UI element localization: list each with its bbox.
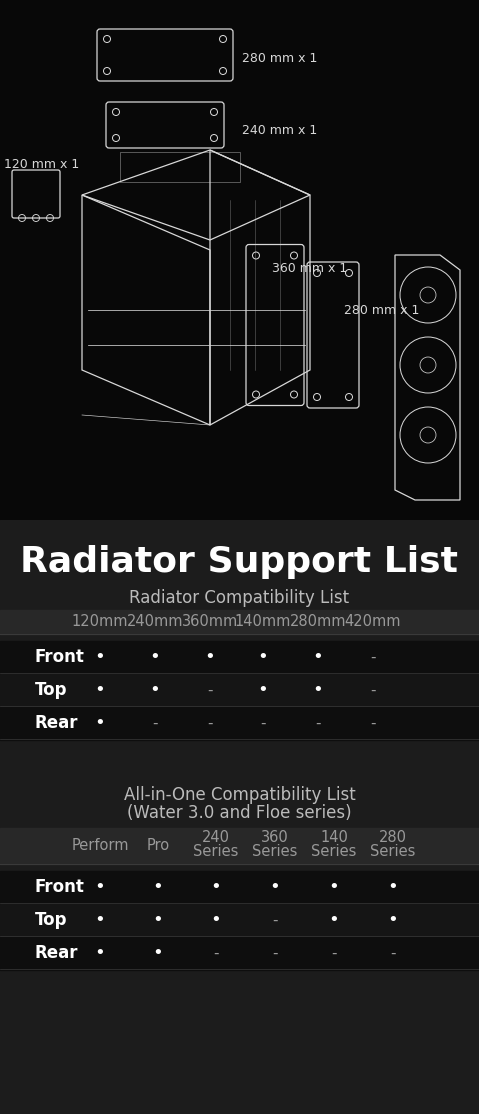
- Text: •: •: [205, 648, 216, 666]
- Text: -: -: [390, 946, 396, 960]
- Text: Top: Top: [35, 681, 68, 698]
- Text: •: •: [153, 911, 163, 929]
- Text: 120mm: 120mm: [72, 615, 128, 629]
- Bar: [0, 641, 479, 674]
- Text: Radiator Compatibility List: Radiator Compatibility List: [129, 589, 350, 607]
- Text: •: •: [95, 911, 105, 929]
- Text: Series: Series: [194, 844, 239, 860]
- Text: •: •: [95, 878, 105, 896]
- Text: •: •: [95, 648, 105, 666]
- Text: -: -: [331, 946, 337, 960]
- Text: -: -: [152, 715, 158, 731]
- Text: •: •: [153, 944, 163, 962]
- Text: 240 mm x 1: 240 mm x 1: [242, 124, 317, 137]
- Text: 140: 140: [320, 831, 348, 846]
- Text: -: -: [213, 946, 219, 960]
- Text: •: •: [329, 911, 340, 929]
- Text: All-in-One Compatibility List: All-in-One Compatibility List: [124, 786, 355, 804]
- Bar: [0, 871, 479, 903]
- Bar: [0, 707, 479, 740]
- Text: -: -: [207, 715, 213, 731]
- Text: •: •: [153, 878, 163, 896]
- Text: -: -: [272, 912, 278, 928]
- Text: 280 mm x 1: 280 mm x 1: [242, 51, 318, 65]
- Text: •: •: [95, 681, 105, 698]
- Text: -: -: [370, 649, 376, 664]
- Bar: [0, 610, 479, 634]
- Text: Radiator Support List: Radiator Support List: [21, 545, 458, 579]
- Text: •: •: [211, 911, 221, 929]
- Text: •: •: [258, 648, 268, 666]
- Text: •: •: [211, 878, 221, 896]
- Text: 420mm: 420mm: [345, 615, 401, 629]
- Text: Rear: Rear: [35, 944, 79, 962]
- Text: 280: 280: [379, 831, 407, 846]
- Text: 240mm: 240mm: [127, 615, 183, 629]
- Text: •: •: [388, 878, 399, 896]
- Text: Top: Top: [35, 911, 68, 929]
- Text: 240: 240: [202, 831, 230, 846]
- Text: 360: 360: [261, 831, 289, 846]
- Text: 280 mm x 1: 280 mm x 1: [344, 303, 420, 316]
- Text: •: •: [388, 911, 399, 929]
- Bar: [0, 828, 479, 864]
- Text: •: •: [313, 648, 323, 666]
- Text: -: -: [272, 946, 278, 960]
- Text: Series: Series: [370, 844, 416, 860]
- Text: •: •: [95, 944, 105, 962]
- Text: •: •: [313, 681, 323, 698]
- Text: 360mm: 360mm: [182, 615, 238, 629]
- Text: (Water 3.0 and Floe series): (Water 3.0 and Floe series): [127, 804, 352, 822]
- Text: -: -: [370, 683, 376, 697]
- Text: •: •: [258, 681, 268, 698]
- Bar: [120, 152, 240, 182]
- Text: •: •: [270, 878, 280, 896]
- Text: Series: Series: [252, 844, 297, 860]
- Text: Rear: Rear: [35, 714, 79, 732]
- Text: 360 mm x 1: 360 mm x 1: [272, 262, 347, 274]
- Text: -: -: [260, 715, 266, 731]
- Text: 140mm: 140mm: [235, 615, 291, 629]
- Text: •: •: [329, 878, 340, 896]
- Text: Perform: Perform: [71, 838, 129, 852]
- Text: 120 mm x 1: 120 mm x 1: [4, 158, 79, 172]
- Text: -: -: [315, 715, 321, 731]
- Text: Front: Front: [35, 878, 85, 896]
- Text: -: -: [370, 715, 376, 731]
- Bar: [0, 903, 479, 937]
- Bar: [0, 674, 479, 707]
- Bar: [0, 937, 479, 970]
- Text: •: •: [95, 714, 105, 732]
- Text: Series: Series: [311, 844, 357, 860]
- Text: Pro: Pro: [147, 838, 170, 852]
- Text: Front: Front: [35, 648, 85, 666]
- Text: •: •: [149, 681, 160, 698]
- Text: 280mm: 280mm: [290, 615, 346, 629]
- Text: •: •: [149, 648, 160, 666]
- Text: -: -: [207, 683, 213, 697]
